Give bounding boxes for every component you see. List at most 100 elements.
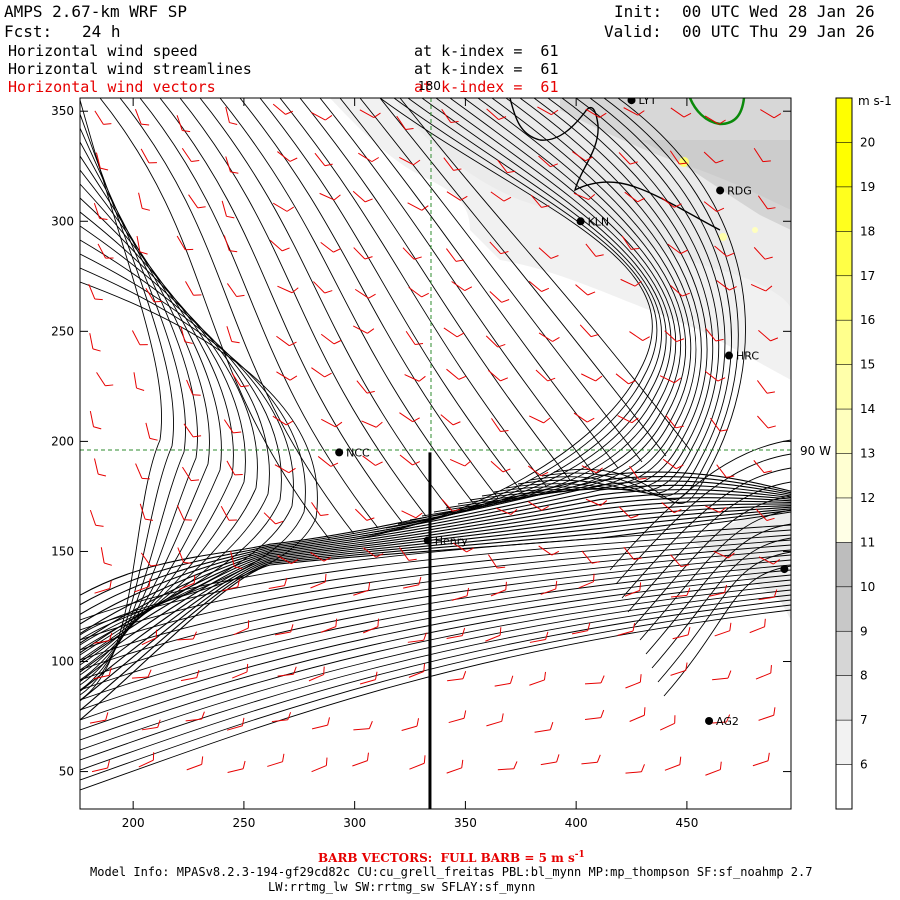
wind-barb-feather [715,338,724,342]
wind-barb [310,552,325,562]
y-axis: 50 100 150 200 250 300 350 [51,104,791,779]
wind-barb-feather [197,206,206,209]
wind-barb [399,547,410,561]
wind-barb-feather [461,759,464,768]
wind-barb-feather [719,506,727,513]
wind-barb [752,760,769,767]
wind-barb [585,498,601,507]
model-title: AMPS 2.67-km WRF SP [4,2,188,21]
wind-barb-feather [324,372,332,378]
wind-barb [276,335,290,347]
wind-barb [180,677,197,682]
wind-barb [758,556,774,565]
wind-barb [704,115,720,125]
wind-barb [353,589,369,596]
wind-barb [494,682,511,687]
wind-barb-feather [324,163,333,167]
wind-barb-feather [368,721,373,729]
wind-barb-feather [141,477,150,480]
wind-barb-feather [229,250,238,253]
colorbar-swatch [836,142,852,187]
wind-barb-feather [92,348,101,352]
wind-barb [537,106,552,116]
wind-barb-feather [373,112,381,118]
streamline [609,439,791,571]
wind-barb [441,108,452,123]
wind-barb [223,419,234,434]
wind-barb-feather [453,168,462,171]
wind-barb-feather [291,559,299,565]
streamline [80,503,791,673]
wind-barb [89,509,97,526]
wind-barb [177,638,194,641]
wind-barb [133,372,138,389]
wind-barb [535,369,548,382]
wind-barb [670,669,686,676]
colorbar-swatch [836,542,852,587]
streamline [421,98,682,517]
wind-barb [443,327,458,338]
wind-barb [625,681,641,689]
wind-barb [135,463,143,479]
wind-barb-feather [540,471,549,477]
wind-barb-feather [201,711,205,720]
wind-barb-feather [464,286,473,292]
wind-barb-feather [770,337,779,342]
wind-barb-feather [549,721,554,730]
wind-barb-feather [497,343,506,348]
wind-barb [138,759,154,768]
wind-barb-feather [687,626,691,636]
wind-barb-feather [767,752,770,761]
wind-barb-feather [595,467,603,474]
wind-barb-feather [330,462,339,467]
wind-barb-feather [727,552,735,559]
streamline [80,475,791,606]
wind-barb-feather [716,207,725,212]
wind-barb [625,771,642,774]
wind-barb [486,108,499,120]
valid-label: Valid: [604,22,662,41]
wind-barb-feather [637,110,645,116]
wind-barb-feather [497,566,506,569]
wind-barb-feather [154,300,163,303]
wind-barb [226,326,233,342]
wind-barb-feather [192,394,201,396]
wind-barb-feather [679,162,688,165]
colorbar-swatch [836,675,852,721]
station-marker [724,351,733,360]
wind-barb [231,372,242,387]
wind-barb-feather [719,761,722,770]
wind-barb [661,502,675,514]
wind-barb-feather [421,292,429,298]
station-marker [423,536,432,545]
wind-barb [527,501,542,511]
streamline [645,523,791,655]
wind-barb-feather [643,707,646,716]
streamline [657,551,791,683]
colorbar-tick-label: 19 [860,180,875,194]
colorbar-swatch [836,453,852,498]
wind-barb [94,458,99,475]
wind-barb [629,331,643,341]
wind-barb-feather [541,205,550,208]
wind-barb-feather [450,120,459,123]
wind-barb-feather [587,622,591,631]
wind-barb-feather [674,377,682,384]
wind-barb [447,678,464,682]
wind-barb [271,719,288,723]
wind-barb [585,243,597,257]
wind-barb [713,550,729,559]
wind-barb [497,768,514,771]
wind-barb [359,679,376,685]
wind-barb-feather [590,333,599,338]
wind-barb [487,370,501,382]
wind-barb [617,630,634,636]
wind-barb [355,508,368,521]
wind-barb-feather [500,251,509,255]
wind-barb-feather [286,206,295,212]
wind-barb [704,370,719,382]
wind-barb [91,767,108,773]
wind-barb-feather [466,587,470,596]
wind-barb [670,285,683,297]
wind-barb [629,714,645,722]
